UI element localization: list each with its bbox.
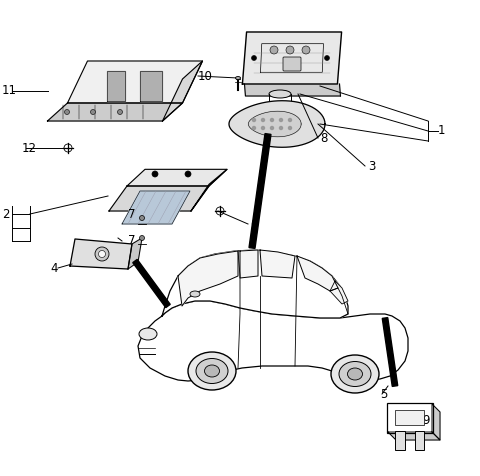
Circle shape (95, 247, 109, 261)
Polygon shape (297, 256, 338, 291)
Polygon shape (109, 186, 209, 211)
Circle shape (302, 46, 310, 54)
Polygon shape (140, 71, 162, 101)
Circle shape (279, 119, 283, 121)
Ellipse shape (236, 77, 240, 79)
Ellipse shape (269, 90, 291, 98)
Polygon shape (68, 61, 203, 103)
Circle shape (271, 119, 274, 121)
Polygon shape (432, 404, 440, 440)
Polygon shape (229, 101, 325, 147)
Polygon shape (127, 169, 227, 186)
Text: 6: 6 (250, 218, 257, 230)
Circle shape (262, 119, 264, 121)
Circle shape (286, 46, 294, 54)
Circle shape (252, 127, 255, 129)
Polygon shape (382, 317, 398, 387)
FancyBboxPatch shape (416, 430, 424, 449)
Polygon shape (244, 84, 340, 96)
Polygon shape (138, 301, 408, 381)
Polygon shape (178, 251, 238, 306)
Text: 7: 7 (128, 208, 135, 220)
Ellipse shape (348, 368, 362, 380)
Circle shape (91, 109, 96, 115)
Circle shape (140, 236, 144, 240)
Circle shape (140, 216, 144, 220)
Polygon shape (107, 71, 125, 101)
Text: 4: 4 (50, 261, 58, 275)
Circle shape (288, 127, 291, 129)
Polygon shape (122, 191, 190, 224)
Circle shape (279, 127, 283, 129)
Text: 3: 3 (368, 159, 375, 172)
Circle shape (324, 56, 329, 60)
Circle shape (98, 250, 106, 258)
Circle shape (262, 127, 264, 129)
Text: 8: 8 (320, 131, 327, 145)
Polygon shape (162, 250, 348, 318)
Polygon shape (249, 134, 271, 248)
Circle shape (152, 171, 158, 177)
FancyBboxPatch shape (396, 409, 424, 425)
Polygon shape (242, 32, 342, 84)
Circle shape (271, 127, 274, 129)
FancyBboxPatch shape (283, 57, 301, 71)
Ellipse shape (139, 328, 157, 340)
Circle shape (288, 119, 291, 121)
Ellipse shape (331, 355, 379, 393)
Polygon shape (191, 169, 227, 211)
Text: 5: 5 (380, 387, 387, 400)
Circle shape (270, 46, 278, 54)
Polygon shape (240, 250, 258, 278)
Circle shape (118, 109, 122, 115)
Polygon shape (128, 238, 142, 269)
Ellipse shape (196, 358, 228, 384)
Polygon shape (133, 259, 170, 307)
Polygon shape (48, 103, 182, 121)
Polygon shape (70, 239, 132, 269)
Text: 9: 9 (422, 415, 430, 427)
FancyBboxPatch shape (387, 403, 433, 433)
Ellipse shape (190, 291, 200, 297)
Text: 2: 2 (2, 208, 10, 220)
Circle shape (64, 109, 70, 115)
Text: 11: 11 (2, 85, 17, 98)
Circle shape (252, 56, 256, 60)
Text: 12: 12 (22, 141, 37, 155)
Polygon shape (163, 61, 203, 121)
Ellipse shape (188, 352, 236, 390)
Circle shape (185, 171, 191, 177)
Circle shape (252, 119, 255, 121)
Text: 1: 1 (438, 125, 445, 138)
Polygon shape (260, 250, 295, 278)
FancyBboxPatch shape (396, 430, 405, 449)
Ellipse shape (339, 361, 371, 387)
Text: 7: 7 (128, 235, 135, 248)
Polygon shape (388, 432, 440, 440)
Polygon shape (248, 111, 301, 137)
Ellipse shape (204, 365, 219, 377)
Polygon shape (330, 281, 348, 304)
Text: 10: 10 (198, 69, 213, 82)
